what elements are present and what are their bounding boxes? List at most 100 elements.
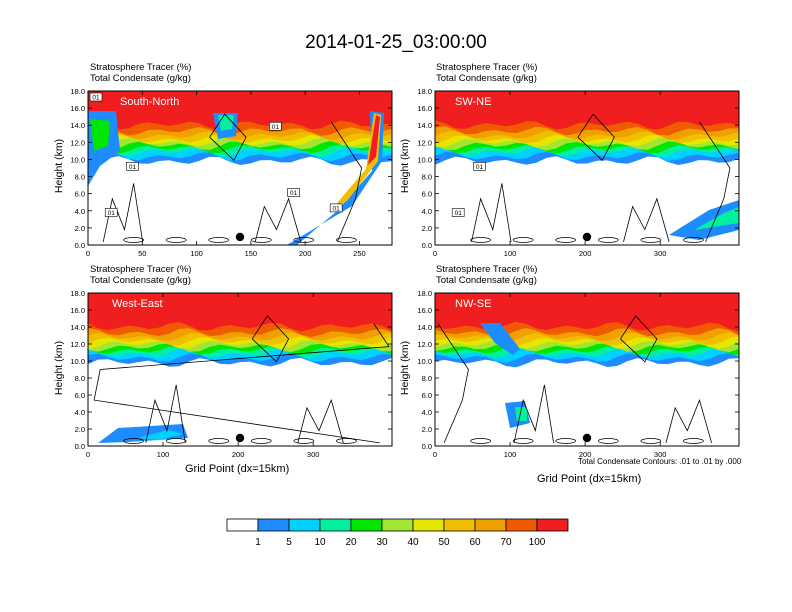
y-tick-label: 14.0 [417,323,432,332]
condensate-contour [623,197,670,243]
x-tick-label: 300 [307,450,320,459]
condensate-contour [555,438,577,444]
legend-swatch [319,518,352,532]
y-tick-label: 6.0 [422,391,432,400]
panel-name: West-East [112,298,163,310]
legend-label: 20 [345,537,357,548]
panel-label-tr: Stratosphere Tracer (%) Total Condensate… [436,62,537,84]
y-tick-label: 14.0 [70,323,85,332]
condensate-contour [330,121,363,243]
contour-note: Total Condensate Contours: .01 to .01 by… [578,457,742,466]
condensate-contour [597,237,619,243]
x-tick-label: 100 [504,450,517,459]
x-tick-label: 0 [433,249,437,258]
legend-label: 5 [286,537,292,548]
y-tick-label: 6.0 [75,391,85,400]
condensate-contour [683,237,704,243]
page-title: 2014-01-25_03:00:00 [305,32,487,53]
legend-swatch [350,518,383,532]
tracer-lower-blob [694,207,739,230]
condensate-contour [640,237,662,243]
plot-frame [87,292,393,447]
y-tick-label: 8.0 [75,374,85,383]
condensate-contour [250,237,272,243]
chart-panel-west-east: West-East 0.0 2.0 4.0 6.0 8.0 10.0 12.0 14.0 16.0… [70,289,393,459]
contour-label: 01 [455,210,463,217]
chart-panel-sw-ne: 01 01 SW-NE 0.0 2.0 4.0 6.0 8.0 10.0 12.0 14.0 16.0… [417,87,740,258]
label-stratosphere-tracer: Stratosphere Tracer (%) [90,62,192,73]
condensate-contour [640,438,662,444]
condensate-contour [512,438,534,444]
y-tick-label: 6.0 [75,190,85,199]
field-layer [435,293,739,446]
y-tick-label: 4.0 [75,408,85,417]
label-total-condensate: Total Condensate (g/kg) [90,73,191,84]
tracer-lower-blob [138,430,184,440]
tracer-band-top [88,293,392,304]
contour-label-box [104,208,118,217]
condensate-contour [471,183,512,242]
x-tick-label: 200 [299,249,312,258]
contour-label: 01 [290,190,298,197]
legend-label: 40 [407,537,419,548]
condensate-contour [555,237,577,243]
x-tick-label: 300 [654,450,667,459]
condensate-contour [250,438,272,444]
tracer-band-top [435,91,739,102]
condensate-contour [597,438,619,444]
label-total-condensate: Total Condensate (g/kg) [90,275,191,286]
legend-label: 30 [376,537,388,548]
field-layer [88,293,392,446]
condensate-contour [336,438,357,444]
location-marker [235,232,245,242]
label-total-condensate: Total Condensate (g/kg) [436,275,537,286]
legend-swatch [226,518,259,532]
condensate-contour [577,113,615,161]
y-tick-label: 2.0 [75,425,85,434]
plot-frame [87,90,393,246]
x-tick-label: 200 [232,450,245,459]
condensate-contour [665,398,712,444]
y-tick-label: 16.0 [417,306,432,315]
location-marker [582,232,592,242]
contour-label-box [451,208,465,217]
y-tick-label: 10.0 [70,155,85,164]
tracer-fold [368,115,380,165]
y-tick-label: 0.0 [75,241,85,250]
condensate-contour [293,438,315,444]
condensate-contour [513,384,554,443]
y-tick-label: 18.0 [70,87,85,96]
x-tick-label: 150 [245,249,258,258]
location-marker [235,433,245,443]
color-legend: 1 5 10 20 30 40 50 60 70 100 [226,518,569,548]
plot-frame [434,292,740,447]
condensate-contour [165,438,187,444]
y-tick-label: 18.0 [70,289,85,298]
y-tick-label: 4.0 [422,408,432,417]
y-tick-label: 2.0 [422,224,432,233]
condensate-contour [470,237,491,243]
x-tick-label: 0 [86,249,90,258]
contour-label-box [269,121,282,131]
legend-label: 1 [255,537,261,548]
label-total-condensate: Total Condensate (g/kg) [436,73,537,84]
condensate-contour [209,113,247,161]
contour-label: 01 [92,95,100,102]
panel-label-bl: Stratosphere Tracer (%) Total Condensate… [90,264,191,286]
tracer-intrusion [480,323,520,355]
y-tick-label: 8.0 [422,173,432,182]
condensate-contour [93,323,390,444]
x-tick-label: 0 [433,450,437,459]
label-stratosphere-tracer: Stratosphere Tracer (%) [90,264,192,275]
y-tick-label: 18.0 [417,289,432,298]
y-tick-label: 14.0 [417,121,432,130]
y-tick-label: 0.0 [75,442,85,451]
y-tick-label: 6.0 [422,190,432,199]
label-stratosphere-tracer: Stratosphere Tracer (%) [436,62,538,73]
y-tick-label: 10.0 [70,357,85,366]
x-tick-label: 50 [138,249,146,258]
legend-swatch [536,518,569,532]
legend-swatch [412,518,445,532]
legend-swatch [288,518,321,532]
